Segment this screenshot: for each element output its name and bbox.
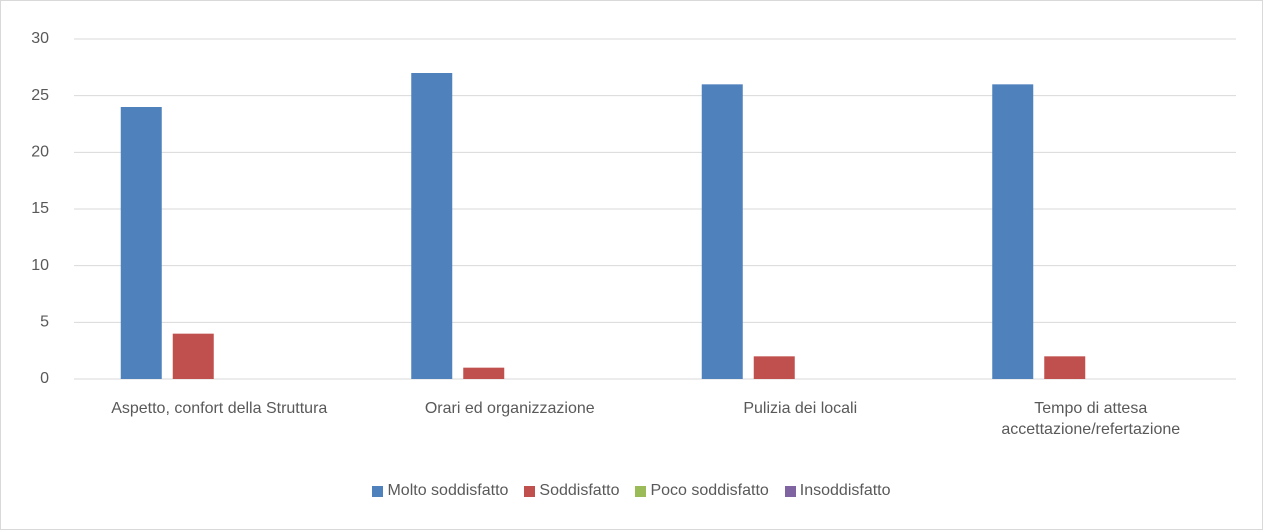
y-tick-label: 20 xyxy=(31,144,49,161)
y-tick-label: 0 xyxy=(40,370,49,387)
legend-swatch xyxy=(524,485,536,497)
y-tick-label: 15 xyxy=(31,200,49,217)
legend-swatch xyxy=(372,485,384,497)
legend-item: Insoddisfatto xyxy=(784,482,891,500)
x-tick-label: Aspetto, confort della Struttura xyxy=(111,400,328,417)
bar xyxy=(411,73,453,379)
legend-item: Molto soddisfatto xyxy=(372,482,508,500)
bar xyxy=(463,367,505,379)
y-tick-label: 25 xyxy=(31,87,49,104)
bar xyxy=(120,107,162,379)
bar xyxy=(172,333,214,379)
y-tick-label: 10 xyxy=(31,257,49,274)
x-tick-label: Orari ed organizzazione xyxy=(424,400,595,417)
legend-label: Molto soddisfatto xyxy=(387,482,509,499)
y-tick-label: 5 xyxy=(40,314,49,331)
y-tick-label: 30 xyxy=(31,30,49,47)
legend: Molto soddisfatto Soddisfatto Poco soddisf… xyxy=(1,482,1262,500)
bar xyxy=(992,84,1034,379)
legend-label: Insoddisfatto xyxy=(799,482,891,499)
legend-label: Soddisfatto xyxy=(539,482,620,499)
legend-item: Poco soddisfatto xyxy=(635,482,769,500)
bar xyxy=(1044,356,1086,379)
legend-swatch xyxy=(784,485,796,497)
x-tick-label: Tempo di attesa accettazione/refertazion… xyxy=(1001,400,1181,438)
x-tick-label: Pulizia dei locali xyxy=(743,400,858,417)
legend-label: Poco soddisfatto xyxy=(650,482,769,499)
bar xyxy=(701,84,743,379)
legend-item: Soddisfatto xyxy=(524,482,619,500)
bar xyxy=(753,356,795,379)
legend-swatch xyxy=(635,485,647,497)
